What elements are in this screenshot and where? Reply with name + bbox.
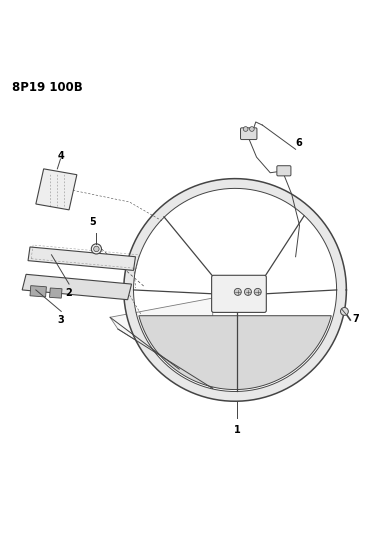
Text: 1: 1 bbox=[234, 425, 240, 435]
Text: 4: 4 bbox=[58, 151, 65, 161]
Circle shape bbox=[254, 288, 261, 295]
Polygon shape bbox=[28, 247, 136, 270]
Text: 3: 3 bbox=[58, 316, 65, 325]
Circle shape bbox=[94, 246, 99, 252]
Circle shape bbox=[250, 127, 254, 131]
FancyBboxPatch shape bbox=[241, 128, 257, 140]
Circle shape bbox=[234, 288, 241, 295]
Text: 2: 2 bbox=[66, 288, 73, 298]
Text: 8P19 100B: 8P19 100B bbox=[13, 81, 83, 94]
FancyBboxPatch shape bbox=[212, 275, 266, 312]
Polygon shape bbox=[110, 298, 213, 389]
Polygon shape bbox=[49, 288, 62, 298]
Polygon shape bbox=[36, 169, 77, 210]
Circle shape bbox=[91, 244, 102, 254]
Polygon shape bbox=[22, 274, 132, 300]
Text: 5: 5 bbox=[89, 217, 96, 228]
Circle shape bbox=[243, 127, 248, 131]
Circle shape bbox=[341, 308, 348, 316]
Text: 6: 6 bbox=[296, 138, 302, 148]
Polygon shape bbox=[139, 316, 331, 390]
Text: 7: 7 bbox=[352, 314, 359, 324]
Polygon shape bbox=[124, 179, 347, 401]
Circle shape bbox=[245, 288, 251, 295]
FancyBboxPatch shape bbox=[277, 166, 291, 176]
Polygon shape bbox=[30, 286, 46, 297]
